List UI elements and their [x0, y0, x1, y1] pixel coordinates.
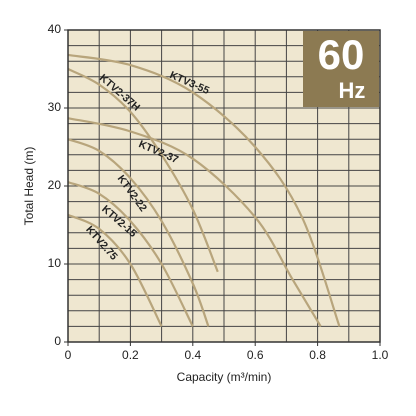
pump-curve	[67, 213, 163, 327]
frequency-badge	[303, 31, 379, 107]
x-axis-title: Capacity (m³/min)	[177, 370, 272, 384]
x-tick-label: 1.0	[372, 348, 389, 362]
x-tick-label: 0.6	[247, 348, 264, 362]
pump-curve	[67, 181, 194, 327]
y-tick-label: 40	[48, 22, 62, 36]
x-tick-label: 0.8	[309, 348, 326, 362]
pump-curve	[67, 138, 210, 327]
y-tick-label: 20	[48, 178, 62, 192]
badge-value: 60	[318, 31, 365, 78]
y-axis-title: Total Head (m)	[22, 147, 36, 226]
y-tick-label: 10	[48, 256, 62, 270]
pump-curve	[67, 68, 219, 273]
x-tick-label: 0	[65, 348, 72, 362]
pump-curve	[67, 53, 341, 327]
y-tick-label: 30	[48, 100, 62, 114]
badge-unit: Hz	[339, 78, 366, 103]
y-tick-label: 0	[54, 334, 61, 348]
pump-curve	[67, 117, 322, 327]
x-tick-label: 0.4	[184, 348, 201, 362]
x-tick-label: 0.2	[122, 348, 139, 362]
